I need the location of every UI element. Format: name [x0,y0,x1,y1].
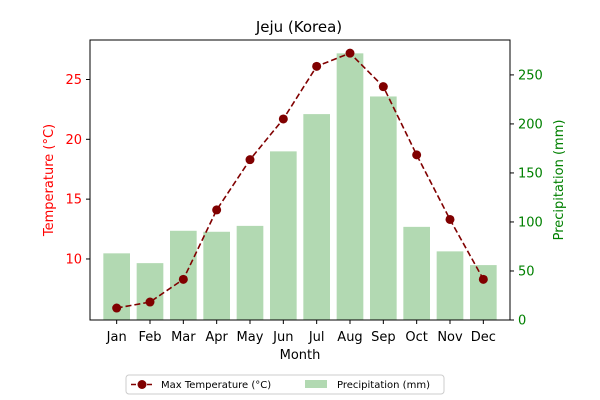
y-right-tick-label-200: 200 [518,117,543,132]
y-right-tick-label-250: 250 [518,68,543,83]
temperature-point-sep [378,82,388,92]
y-right-tick-label-0: 0 [518,314,526,329]
y-left-tick-label-10: 10 [65,252,82,267]
precipitation-bar-may [236,225,264,320]
y-right-tick-label-100: 100 [518,215,543,230]
temperature-point-oct [412,150,422,160]
legend-label-temperature: Max Temperature (°C) [161,380,271,391]
x-tick-label-nov: Nov [437,330,463,345]
legend: Max Temperature (°C) Precipitation (mm) [125,374,445,395]
chart-title: Jeju (Korea) [255,18,342,36]
temperature-point-apr [212,205,222,215]
temperature-point-nov [445,214,455,224]
x-tick-label-jul: Jul [308,330,325,345]
temperature-point-jul [312,61,322,71]
line-layer [112,48,488,313]
temperature-point-dec [478,274,488,284]
legend-box [125,374,445,395]
x-tick-label-jun: Jun [272,330,293,345]
y-axis-right-title: Precipitation (mm) [552,120,567,241]
precipitation-bar-jun [270,151,297,320]
y-right-tick-label-50: 50 [518,264,535,279]
precipitation-bar-aug [336,53,364,320]
x-tick-label-mar: Mar [171,330,196,345]
legend-line-marker [137,380,147,389]
precipitation-bar-jul [303,114,330,320]
precipitation-bar-sep [370,96,397,321]
x-tick-label-may: May [237,330,264,345]
x-tick-label-feb: Feb [138,330,161,345]
x-axis: Jan Feb Mar Apr May Jun Jul Aug Sep Oct Nov Dec [106,320,496,345]
legend-bar-swatch [305,380,327,388]
x-tick-label-aug: Aug [337,330,362,345]
x-tick-label-jan: Jan [106,330,127,345]
temperature-point-aug [345,48,355,58]
plot-area-frame [89,39,511,321]
y-left-tick-label-25: 25 [65,73,82,88]
precipitation-bar-oct [403,226,430,320]
bars-layer [103,53,497,321]
x-tick-label-oct: Oct [405,330,427,345]
y-left-tick-label-15: 15 [65,193,82,208]
temperature-point-may [245,155,255,165]
y-right-tick-label-150: 150 [518,166,543,181]
y-axis-left: 10 15 20 25 [65,73,90,267]
x-tick-label-dec: Dec [471,330,496,345]
temperature-line [116,52,485,309]
temperature-point-jun [278,114,288,124]
y-left-tick-label-20: 20 [65,133,82,148]
precipitation-bar-apr [203,231,230,320]
precipitation-bar-feb [136,263,164,320]
x-tick-label-apr: Apr [205,330,228,345]
temperature-point-feb [145,297,155,307]
legend-label-precipitation: Precipitation (mm) [337,380,430,391]
y-axis-right: 0 50 100 150 200 250 [510,68,543,329]
temperature-point-jan [112,303,122,313]
x-axis-title: Month [280,348,321,363]
precipitation-bar-dec [470,265,497,320]
x-tick-label-sep: Sep [371,330,396,345]
y-axis-left-title: Temperature (°C) [42,124,57,237]
temperature-point-mar [178,274,188,284]
precipitation-bar-nov [436,251,464,320]
